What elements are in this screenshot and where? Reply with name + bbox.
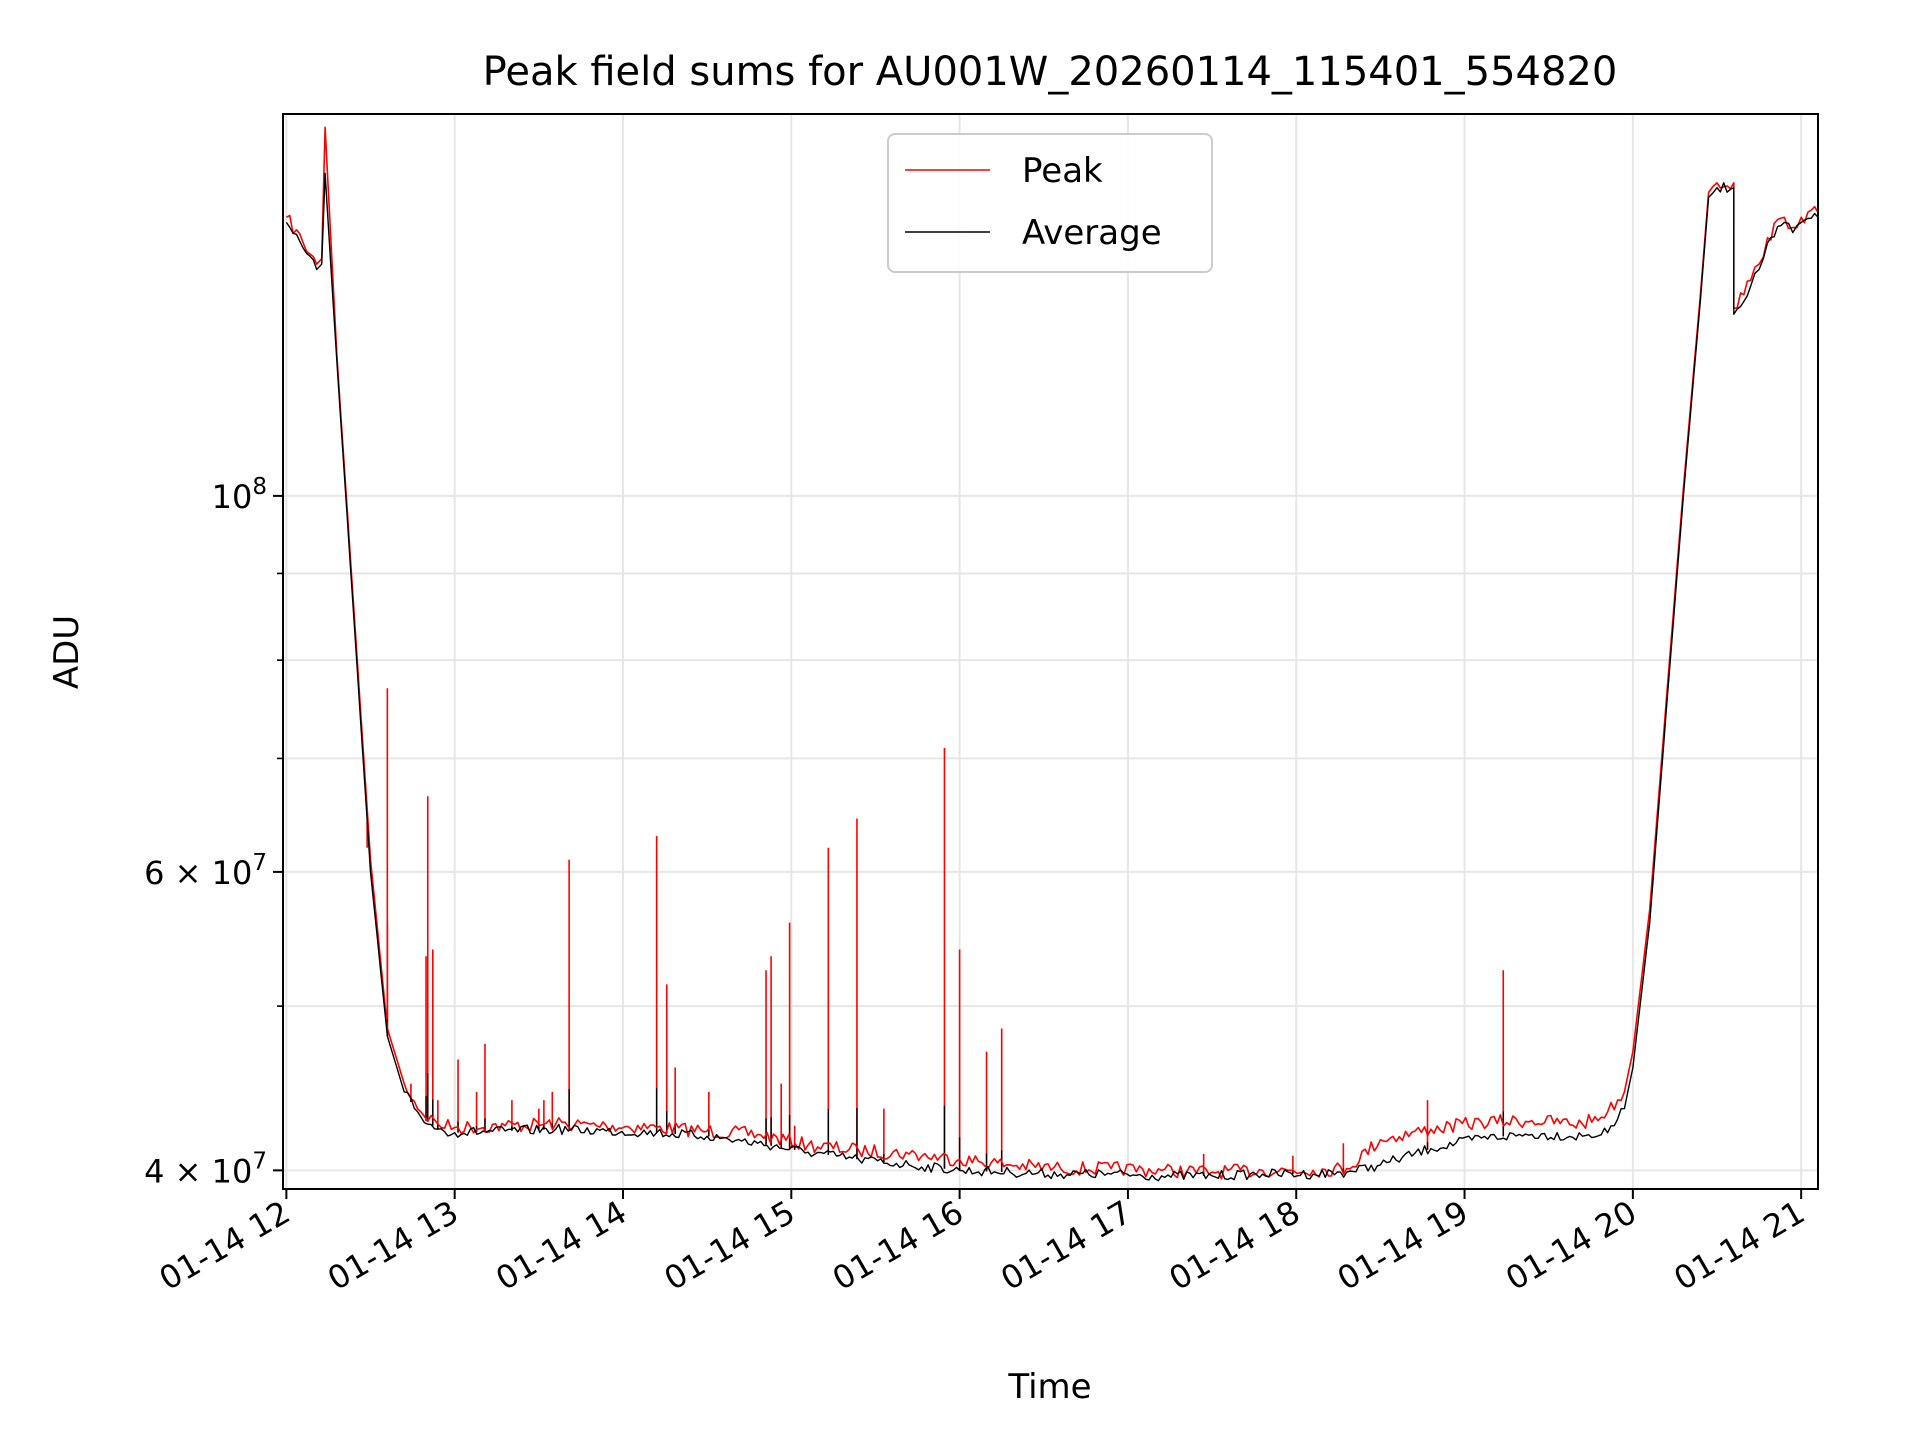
y-tick-label: 6 × 107 — [144, 850, 267, 892]
average-line — [285, 172, 1818, 1182]
legend-box — [887, 133, 1213, 273]
y-axis-ticks: 4 × 107 6 × 107 108 — [144, 474, 283, 1190]
y-tick-label: 4 × 107 — [144, 1148, 267, 1190]
y-tick-label: 108 — [212, 474, 267, 516]
peak-line — [286, 126, 1818, 1180]
y-axis-label: ADU — [47, 615, 87, 689]
series-lines — [285, 126, 1818, 1182]
chart-title: Peak field sums for AU001W_20260114_1154… — [483, 49, 1618, 95]
legend-peak-label: Peak — [1022, 151, 1103, 191]
legend-average-label: Average — [1022, 213, 1162, 253]
legend: Peak Average — [887, 133, 1213, 273]
plot-area — [285, 126, 1818, 1182]
peak-spikes — [366, 688, 1505, 1176]
x-axis-label: Time — [1007, 1367, 1091, 1407]
plot-frame — [282, 113, 1819, 1190]
